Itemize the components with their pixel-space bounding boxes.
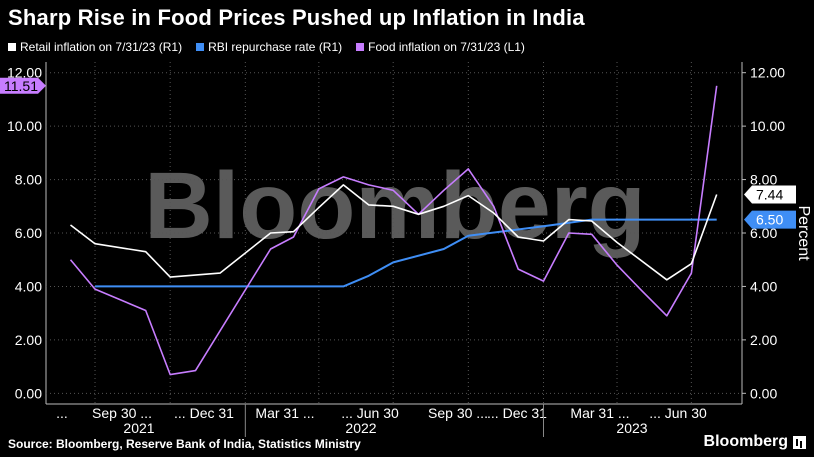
right-tick-label: 4.00 [750,278,777,294]
left-tick-label: 6.00 [15,225,42,241]
x-tick-label: ... Dec 31 [487,405,547,421]
x-tick-label: Mar 31 ... [570,405,629,421]
series-food-line [69,85,718,376]
year-label: 2023 [616,420,647,436]
legend-item-retail: Retail inflation on 7/31/23 (R1) [8,40,182,54]
callout-food-tag [0,77,46,94]
callout-repo-tag [744,210,796,229]
x-tick-label: Sep 30 ... [428,405,488,421]
right-tick-label: 2.00 [750,332,777,348]
legend-item-food: Food inflation on 7/31/23 (L1) [356,40,525,54]
callout-food-text: 11.51 [4,78,38,94]
brand-name: Bloomberg [703,433,788,450]
legend-swatch-food [356,43,365,51]
right-tick-label: 12.00 [750,65,785,81]
legend: Retail inflation on 7/31/23 (R1) RBI rep… [8,40,525,54]
legend-swatch-repo [196,43,205,51]
callout-retail-text: 7.44 [756,187,783,203]
legend-swatch-retail [8,43,16,51]
legend-label-repo: RBI repurchase rate (R1) [208,40,343,54]
bloomberg-chart-icon [793,435,806,449]
callout-retail-tag [744,185,796,204]
left-tick-label: 12.00 [7,65,42,81]
left-tick-label: 10.00 [7,118,42,134]
legend-label-food: Food inflation on 7/31/23 (L1) [368,40,525,54]
left-tick-label: 2.00 [15,332,42,348]
legend-item-repo: RBI repurchase rate (R1) [196,40,342,54]
axes: 0.00 2.00 4.00 6.00 8.00 10.00 12.00 0.00 2.00 4.… [7,62,812,437]
left-tick-label: 0.00 [15,385,42,401]
x-tick-label: Mar 31 ... [255,405,314,421]
chart-title: Sharp Rise in Food Prices Pushed up Infl… [8,5,585,30]
footer-brand: Bloomberg [704,433,806,451]
series-layer [69,85,718,376]
left-tick-label: 8.00 [15,172,42,188]
x-tick-label: ... Jun 30 [341,405,399,421]
left-tick-label: 4.00 [15,278,42,294]
x-tick-label: Sep 30 ... [92,405,152,421]
x-tick-label: ... Jun 30 [649,405,707,421]
right-tick-label: 6.00 [750,225,777,241]
right-tick-label: 10.00 [750,118,785,134]
x-tick-label: ... Dec 31 [174,405,234,421]
right-axis-title: Percent [795,205,812,261]
x-tick-label: ... [56,405,68,421]
right-tick-label: 8.00 [750,172,777,188]
callout-repo-text: 6.50 [756,212,783,228]
legend-label-retail: Retail inflation on 7/31/23 (R1) [20,40,183,54]
year-label: 2021 [123,420,154,436]
callouts-layer: 11.51 7.44 6.50 [0,77,796,229]
series-retail-line [70,184,718,281]
series-repo-line [95,218,717,288]
right-tick-label: 0.00 [750,385,777,401]
source-note: Source: Bloomberg, Reserve Bank of India… [8,437,361,451]
year-label: 2022 [345,420,376,436]
watermark: Bloomberg [144,153,645,259]
